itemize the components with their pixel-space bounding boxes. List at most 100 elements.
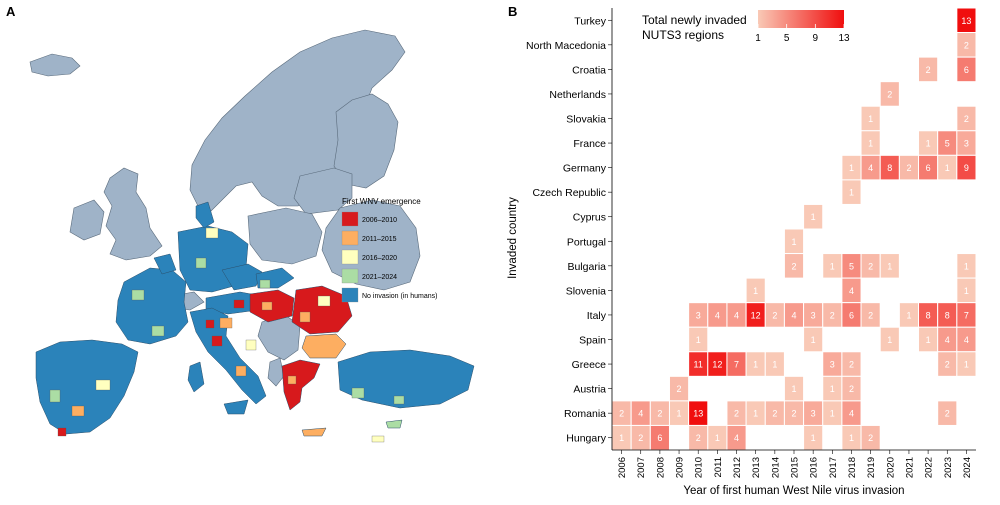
x-tick-label: 2019 xyxy=(866,457,877,478)
region-2021-2024 xyxy=(351,387,365,399)
y-tick-label: Bulgaria xyxy=(567,261,606,273)
heatmap-cell xyxy=(841,179,862,205)
map-legend-label: 2021–2024 xyxy=(362,274,397,281)
map-legend-label: No invasion (in humans) xyxy=(362,293,437,300)
heatmap-cell-value: 5 xyxy=(945,139,950,149)
heatmap-cell-value: 2 xyxy=(772,310,777,320)
heatmap-cell-value: 1 xyxy=(849,433,854,443)
heatmap-cell-value: 1 xyxy=(753,360,758,370)
region-2011-2015 xyxy=(235,365,247,377)
heatmap-cell-value: 2 xyxy=(964,40,969,50)
heatmap-cell-value: 2 xyxy=(849,360,854,370)
x-tick-label: 2011 xyxy=(713,457,724,477)
y-tick-label: Cyprus xyxy=(573,212,606,224)
heatmap-cell-value: 1 xyxy=(696,335,701,345)
y-tick-label: Slovakia xyxy=(566,114,606,126)
heatmap-cell-value: 13 xyxy=(961,16,971,26)
heatmap-cell-value: 1 xyxy=(753,409,758,419)
region-2016-2020 xyxy=(371,435,385,443)
region-2006-2010 xyxy=(205,319,215,329)
heatmap-cell-value: 2 xyxy=(638,433,643,443)
heatmap-cell xyxy=(918,56,939,83)
heatmap-cell-value: 1 xyxy=(964,286,969,296)
heatmap-cell-value: 1 xyxy=(849,188,854,198)
panel-b-heatmap: B 13 2 2 6 2 1 2 1 1 5 3 1 4 8 2 6 1 9 1 1 1 2 1 5 2 1 1 1 4 1 3 4 4 12 2 4… xyxy=(500,0,1000,500)
scandinavia-shape xyxy=(189,29,406,213)
panel-a-label: A xyxy=(6,4,16,19)
heatmap-cell-value: 2 xyxy=(657,409,662,419)
heatmap-cell-value: 4 xyxy=(734,310,739,320)
x-tick-label: 2018 xyxy=(847,457,858,478)
heatmap-cell-value: 4 xyxy=(638,409,643,419)
map-legend-label: 2016–2020 xyxy=(362,255,397,262)
heatmap-cell-value: 7 xyxy=(964,310,969,320)
year-tick-labels: 2006 2007 2008 2009 2010 2011 2012 2013 2014 2015… xyxy=(617,450,973,478)
heatmap-cell-value: 4 xyxy=(868,163,873,173)
heatmap-cell-value: 1 xyxy=(830,384,835,394)
great-britain-shape xyxy=(103,167,163,261)
heatmap-cell-value: 1 xyxy=(811,212,816,222)
heatmap-cell-value: 13 xyxy=(693,409,703,419)
heatmap-cell-value: 1 xyxy=(926,139,931,149)
region-2016-2020 xyxy=(245,339,257,351)
heatmap-cell-value: 6 xyxy=(657,433,662,443)
region-2016-2020 xyxy=(95,379,111,391)
heatmap-cell xyxy=(879,326,900,353)
heatmap-cell xyxy=(879,253,900,279)
heatmap-cell-value: 9 xyxy=(964,163,969,173)
region-2006-2010 xyxy=(233,299,245,309)
region-2021-2024 xyxy=(393,395,405,405)
map-legend-label: 2006–2010 xyxy=(362,217,397,224)
y-tick-label: Netherlands xyxy=(549,89,606,101)
x-tick-label: 2022 xyxy=(924,457,935,478)
heatmap-cell-value: 3 xyxy=(811,310,816,320)
heatmap-cell-value: 4 xyxy=(849,409,854,419)
heatmap-cell-value: 2 xyxy=(772,409,777,419)
region-2006-2010 xyxy=(211,335,223,347)
heatmap-cell-value: 1 xyxy=(887,335,892,345)
heatmap-cell-value: 3 xyxy=(830,360,835,370)
heatmap-cell-value: 7 xyxy=(734,360,739,370)
heatmap-cell-value: 1 xyxy=(772,360,777,370)
y-axis-label: Invaded country xyxy=(507,197,519,279)
cyprus-shape xyxy=(385,419,403,429)
x-tick-label: 2024 xyxy=(962,457,973,478)
heatmap-cell-value: 2 xyxy=(791,409,796,419)
country-tick-labels: Turkey North Macedonia Croatia Netherlands S… xyxy=(526,15,612,445)
heatmap-cell-value: 12 xyxy=(751,310,761,320)
crete-shape xyxy=(301,427,327,437)
map-legend-label: 2011–2015 xyxy=(362,236,397,243)
heatmap-cell-value: 1 xyxy=(926,335,931,345)
x-tick-label: 2006 xyxy=(617,457,628,478)
panel-b-label: B xyxy=(508,4,518,19)
y-tick-label: Slovenia xyxy=(566,285,606,297)
region-2006-2010 xyxy=(57,427,67,437)
heatmap-cell-value: 2 xyxy=(945,360,950,370)
heatmap-cell-value: 2 xyxy=(868,433,873,443)
x-tick-label: 2013 xyxy=(751,457,762,478)
region-2016-2020 xyxy=(205,227,219,239)
heatmap-cell-value: 4 xyxy=(791,310,796,320)
region-2011-2015 xyxy=(219,317,233,329)
turkey-shape xyxy=(337,349,475,409)
heatmap-cell-value: 2 xyxy=(830,310,835,320)
heatmap-cell-value: 2 xyxy=(696,433,701,443)
x-tick-label: 2008 xyxy=(655,457,666,478)
heatmap-cell xyxy=(803,326,824,353)
heatmap-cell-value: 2 xyxy=(964,114,969,124)
map-legend-swatch xyxy=(341,211,359,227)
y-tick-label: Greece xyxy=(572,359,607,371)
heatmap-cell-value: 2 xyxy=(868,310,873,320)
color-legend-title: Total newly invaded xyxy=(642,13,747,27)
heatmap-cell-value: 2 xyxy=(619,409,624,419)
heatmap-cell-value: 6 xyxy=(964,65,969,75)
color-legend-title: NUTS3 regions xyxy=(642,28,724,42)
region-2011-2015 xyxy=(299,311,311,323)
heatmap-cell xyxy=(937,400,958,426)
heatmap-cell-value: 2 xyxy=(677,384,682,394)
heatmap-cell-value: 6 xyxy=(849,310,854,320)
heatmap-cell-value: 4 xyxy=(945,335,950,345)
heatmap-cell-value: 2 xyxy=(734,409,739,419)
